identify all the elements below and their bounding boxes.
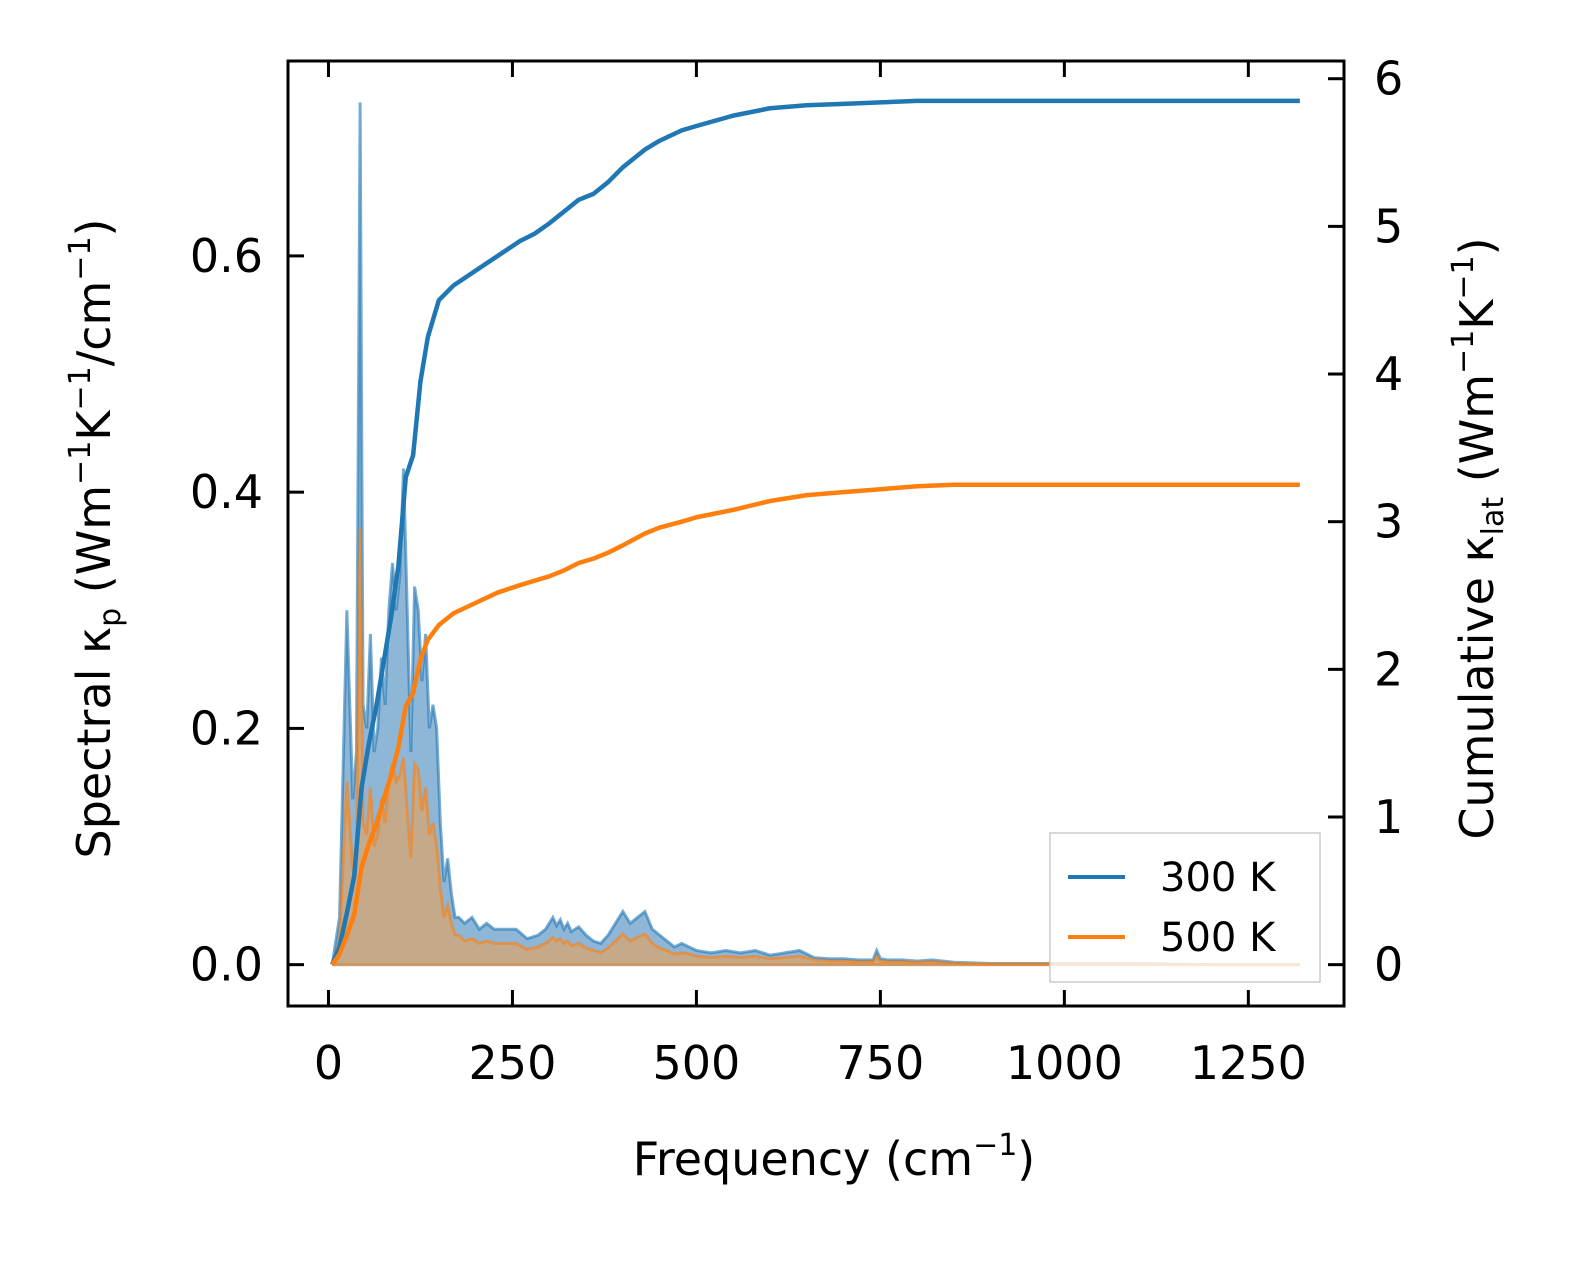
y-right-tick-label: 5 bbox=[1374, 199, 1403, 253]
legend-box bbox=[1049, 832, 1321, 983]
x-axis-title: Frequency (cm−1) bbox=[633, 1128, 1036, 1186]
y-left-tick-label: 0.6 bbox=[190, 229, 263, 283]
x-tick-label: 500 bbox=[653, 1036, 741, 1090]
y-right-tick-label: 1 bbox=[1374, 790, 1403, 844]
legend-label-300k: 300 K bbox=[1160, 855, 1277, 901]
y-right-tick-label: 6 bbox=[1374, 52, 1403, 106]
ticks bbox=[288, 61, 1344, 1006]
y-right-tick-label: 4 bbox=[1374, 347, 1403, 401]
x-tick-label: 1000 bbox=[1006, 1036, 1123, 1090]
legend-label-500k: 500 K bbox=[1160, 915, 1277, 961]
y-left-tick-label: 0.0 bbox=[190, 938, 263, 992]
x-tick-label: 0 bbox=[314, 1036, 343, 1090]
y-axis-right-title: Cumulative κlat (Wm−1K−1) bbox=[1446, 237, 1511, 839]
x-tick-label: 250 bbox=[469, 1036, 557, 1090]
spectral-line-500k bbox=[330, 527, 1300, 967]
cumulative-line-500k bbox=[330, 482, 1300, 966]
y-left-tick-label: 0.4 bbox=[190, 465, 263, 519]
x-tick-label: 750 bbox=[836, 1036, 924, 1090]
y-axis-left-title: Spectral κp (Wm−1K−1/cm−1) bbox=[63, 219, 128, 859]
spectral-line-300k bbox=[330, 102, 1300, 967]
legend: 300 K 500 K bbox=[1049, 832, 1321, 983]
tick-labels: 0 250 500 750 1000 1250 0.0 0.2 0.4 0.6 0 1 2 3 4 5 6 bbox=[190, 52, 1403, 1090]
y-right-tick-label: 3 bbox=[1374, 495, 1403, 549]
spectral-area-500k bbox=[332, 527, 1300, 965]
y-right-tick-label: 0 bbox=[1374, 938, 1403, 992]
x-tick-label: 1250 bbox=[1190, 1036, 1307, 1090]
axes-frame bbox=[286, 59, 1346, 1008]
cumulative-line-300k bbox=[330, 98, 1300, 966]
y-left-tick-label: 0.2 bbox=[190, 701, 263, 755]
y-right-tick-label: 2 bbox=[1374, 642, 1403, 696]
